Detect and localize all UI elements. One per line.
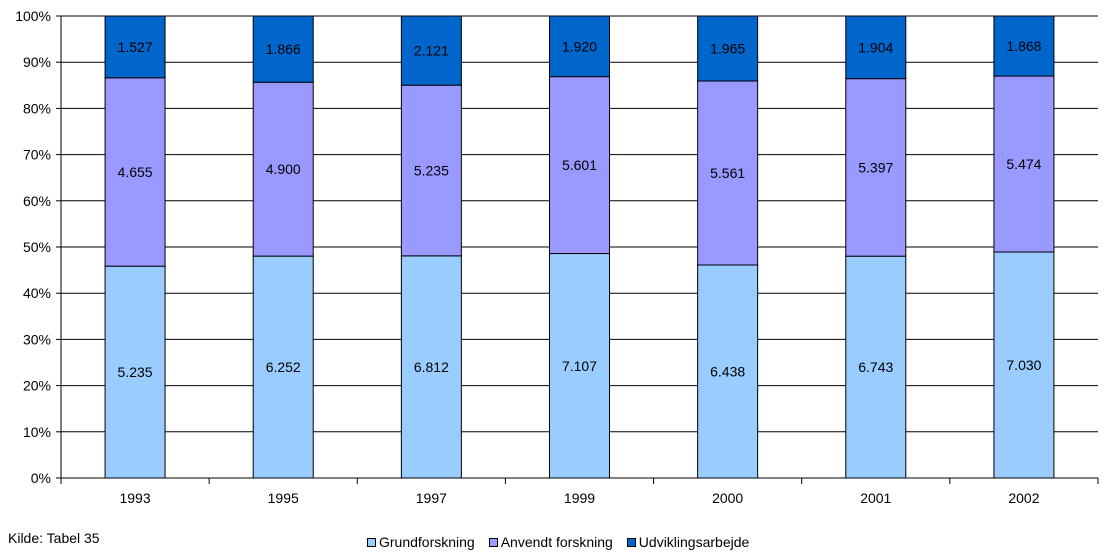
y-tick-label: 60% xyxy=(23,193,51,209)
y-tick-label: 10% xyxy=(23,424,51,440)
bar-segment-grundforskning xyxy=(400,255,462,479)
x-tick-label: 1993 xyxy=(119,490,150,506)
bar-segment-anvendt-forskning xyxy=(845,78,907,257)
bar-segment-grundforskning xyxy=(845,255,907,479)
bar-segment-grundforskning xyxy=(252,255,314,479)
x-tick-label: 2000 xyxy=(712,490,743,506)
data-label: 5.601 xyxy=(562,157,597,173)
bar-segment-anvendt-forskning xyxy=(697,80,759,266)
data-label: 5.235 xyxy=(414,163,449,179)
data-label: 6.743 xyxy=(858,359,893,375)
data-label: 6.252 xyxy=(266,359,301,375)
y-tick-label: 50% xyxy=(23,239,51,255)
bar-segment-anvendt-forskning xyxy=(104,77,166,267)
y-tick-label: 0% xyxy=(31,470,51,486)
legend-item-anvendt-forskning: Anvendt forskning xyxy=(488,534,613,550)
data-label: 1.904 xyxy=(858,39,893,55)
data-label: 6.438 xyxy=(710,363,745,379)
data-label: 1.868 xyxy=(1006,38,1041,54)
data-label: 5.561 xyxy=(710,165,745,181)
bar-segment-anvendt-forskning xyxy=(400,84,462,257)
legend-label-anvendt-forskning: Anvendt forskning xyxy=(500,534,613,550)
bar-segment-grundforskning xyxy=(549,253,610,479)
bar-segment-udviklingsarbejde xyxy=(549,15,610,78)
data-label: 7.107 xyxy=(562,358,597,374)
bar-segment-anvendt-forskning xyxy=(252,81,314,257)
x-tick-label: 1997 xyxy=(416,490,447,506)
data-label: 5.397 xyxy=(858,159,893,175)
bar-segment-udviklingsarbejde xyxy=(993,15,1055,77)
data-label: 7.030 xyxy=(1006,357,1041,373)
data-label: 1.965 xyxy=(710,41,745,57)
source-note: Kilde: Tabel 35 xyxy=(8,530,100,546)
data-label: 1.920 xyxy=(562,38,597,54)
bar-segment-udviklingsarbejde xyxy=(845,15,907,80)
bar-segment-grundforskning xyxy=(104,265,166,479)
data-label: 4.655 xyxy=(118,164,153,180)
x-tick-label: 2001 xyxy=(860,490,891,506)
x-tick-label: 1995 xyxy=(268,490,299,506)
legend-swatch-grundforskning xyxy=(367,537,376,547)
x-tick-label: 1999 xyxy=(564,490,595,506)
legend-label-grundforskning: Grundforskning xyxy=(379,534,475,550)
data-label: 2.121 xyxy=(414,43,449,59)
y-tick-label: 20% xyxy=(23,378,51,394)
bar-segment-anvendt-forskning xyxy=(549,76,610,255)
bar-segment-grundforskning xyxy=(993,251,1055,479)
legend-item-udviklingsarbejde: Udviklingsarbejde xyxy=(626,534,750,550)
y-tick-label: 40% xyxy=(23,285,51,301)
y-tick-label: 30% xyxy=(23,331,51,347)
data-label: 4.900 xyxy=(266,161,301,177)
legend-swatch-anvendt-forskning xyxy=(488,537,498,547)
data-label: 5.235 xyxy=(118,364,153,380)
bar-segment-udviklingsarbejde xyxy=(252,15,314,83)
y-tick-label: 100% xyxy=(15,8,51,24)
legend-label-udviklingsarbejde: Udviklingsarbejde xyxy=(638,534,750,550)
legend-item-grundforskning: Grundforskning xyxy=(367,534,475,550)
bar-segment-grundforskning xyxy=(697,264,759,479)
data-label: 5.474 xyxy=(1006,156,1041,172)
legend: Grundforskning Anvendt forskning Udvikli… xyxy=(367,534,763,550)
y-tick-label: 70% xyxy=(23,147,51,163)
data-label: 1.527 xyxy=(118,39,153,55)
bar-segment-anvendt-forskning xyxy=(993,75,1055,253)
data-label: 6.812 xyxy=(414,359,449,375)
bar-segment-udviklingsarbejde xyxy=(104,15,166,79)
y-tick-label: 90% xyxy=(23,54,51,70)
legend-swatch-udviklingsarbejde xyxy=(626,537,636,547)
stacked-bar-chart: 0% 10% 20% 30% 40% 50% 60% 70% 80% 90% 100% 5.235 4.… xyxy=(15,8,1099,506)
bar-segment-udviklingsarbejde xyxy=(400,15,462,86)
bar-segment-udviklingsarbejde xyxy=(697,15,759,82)
x-tick-label: 2002 xyxy=(1008,490,1039,506)
data-label: 1.866 xyxy=(266,41,301,57)
y-tick-label: 80% xyxy=(23,100,51,116)
